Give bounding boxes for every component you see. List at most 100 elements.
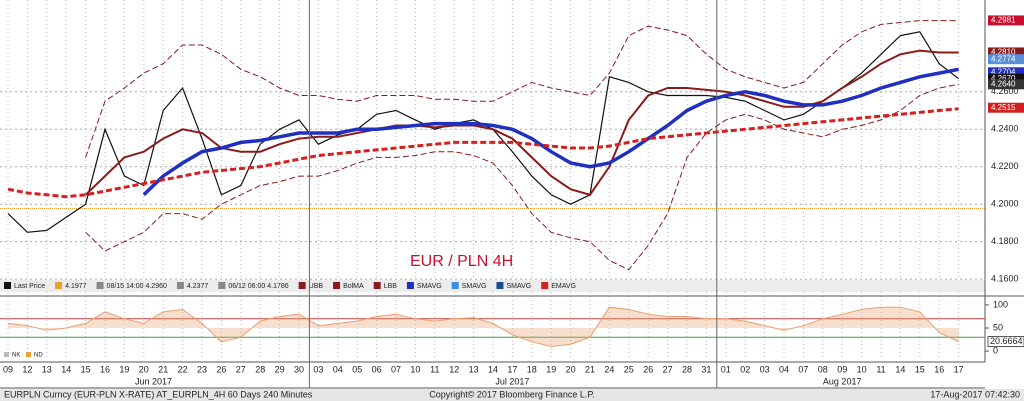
footer-center: Copyright© 2017 Bloomberg Finance L.P. [429,389,595,399]
price-tag-label: 4.2810 [991,48,1016,57]
x-tick-label: 12 [22,364,32,374]
x-tick-label: 03 [760,364,770,374]
y-tick-label: 4.2600 [991,86,1019,96]
series-line [85,83,959,271]
month-label: Jul 2017 [495,376,529,386]
x-tick-label: 15 [915,364,925,374]
x-tick-label: 31 [701,364,711,374]
price-tag [988,47,1024,58]
y-tick-label: 4.2000 [991,199,1019,209]
x-tick-label: 23 [197,364,207,374]
osc-tag [987,336,1024,348]
x-tick-label: 09 [837,364,847,374]
x-tick-label: 30 [294,364,304,374]
x-tick-label: 07 [798,364,808,374]
x-tick-label: 15 [81,364,91,374]
legend-label: SMAVG [506,283,531,290]
x-tick-label: 25 [624,364,634,374]
x-tick-label: 28 [255,364,265,374]
osc-tick-label: 0 [993,345,998,355]
oscillator-line [7,306,959,348]
legend-swatch [406,282,414,289]
legend-label: LBB [384,283,398,290]
series-line [142,67,959,197]
x-tick-label: 18 [527,364,537,374]
x-tick-label: 02 [740,364,750,374]
x-tick-label: 08 [818,364,828,374]
legend-swatch [373,282,381,289]
x-tick-label: 14 [488,364,498,374]
series-line [7,107,959,199]
price-tag [988,15,1024,26]
x-tick-label: 12 [449,364,459,374]
price-tag-label: 4.2640 [991,79,1016,88]
x-tick-label: 04 [779,364,789,374]
x-tick-label: 05 [352,364,362,374]
x-tick-label: 16 [934,364,944,374]
footer-right: 17-Aug-2017 07:42:30 [930,389,1020,399]
x-tick-label: 19 [546,364,556,374]
y-tick-label: 4.1800 [991,236,1019,246]
month-label: Aug 2017 [823,376,862,386]
x-tick-label: 14 [895,364,905,374]
legend-swatch [333,282,341,289]
legend-label: 06/12 06:00 4.1786 [228,283,288,290]
annotation: EUR / PLN 4H [410,253,513,270]
x-tick-label: 09 [3,364,13,374]
legend-label: UBB [309,283,324,290]
legend-label: 08/15 14:00 4.2960 [107,283,167,290]
y-tick-label: 4.2400 [991,124,1019,134]
legend-swatch [298,282,306,289]
price-tag-label: 4.2981 [991,16,1016,25]
x-tick-label: 04 [333,364,343,374]
x-tick-label: 19 [119,364,129,374]
y-tick-label: 4.1600 [991,274,1019,284]
legend-swatch [218,282,226,289]
price-tag-label: 4.2515 [991,103,1016,112]
legend-swatch [176,282,184,289]
price-tag-label: 4.2670 [991,74,1016,83]
legend-swatch [96,282,104,289]
price-tag-label: 4.2774 [991,54,1016,63]
x-tick-label: 16 [100,364,110,374]
x-tick-label: 11 [430,364,439,374]
x-tick-label: 29 [275,364,285,374]
x-tick-label: 01 [721,364,731,374]
legend-bar [0,280,985,292]
x-tick-label: 24 [604,364,614,374]
legend-swatch [496,282,504,289]
oscillator-area [8,307,959,347]
legend-swatch [541,282,549,289]
x-tick-label: 21 [585,364,595,374]
price-tag [988,67,1024,78]
osc-tick-label: 50 [993,322,1003,332]
osc-tag-label: 20.6664 [990,336,1023,346]
footer-left: EURPLN Curncy (EUR-PLN X-RATE) AT_EURPLN… [4,389,313,399]
legend-swatch [451,282,459,289]
price-tag-label: 4.2704 [991,67,1016,76]
legend-label: BolMA [343,283,364,290]
legend-label: 4.1977 [65,283,87,290]
x-tick-label: 14 [61,364,71,374]
legend-label: SMAVG [417,283,442,290]
x-tick-label: 10 [857,364,867,374]
x-tick-label: 27 [236,364,246,374]
price-tag [988,54,1024,65]
x-tick-label: 28 [682,364,692,374]
series-line [85,20,959,158]
osc-legend-label: ND [34,353,43,359]
x-tick-label: 22 [178,364,188,374]
osc-legend-label: NK [12,353,20,359]
x-tick-label: 20 [139,364,149,374]
price-tag [988,102,1024,113]
price-tag [988,79,1024,90]
x-tick-label: 26 [216,364,226,374]
price-tag [988,73,1024,84]
x-tick-label: 21 [158,364,168,374]
legend-label: EMAVG [551,283,576,290]
legend-swatch [55,282,63,289]
x-tick-label: 10 [410,364,420,374]
footer-bar [0,389,1024,401]
y-tick-label: 4.2200 [991,161,1019,171]
